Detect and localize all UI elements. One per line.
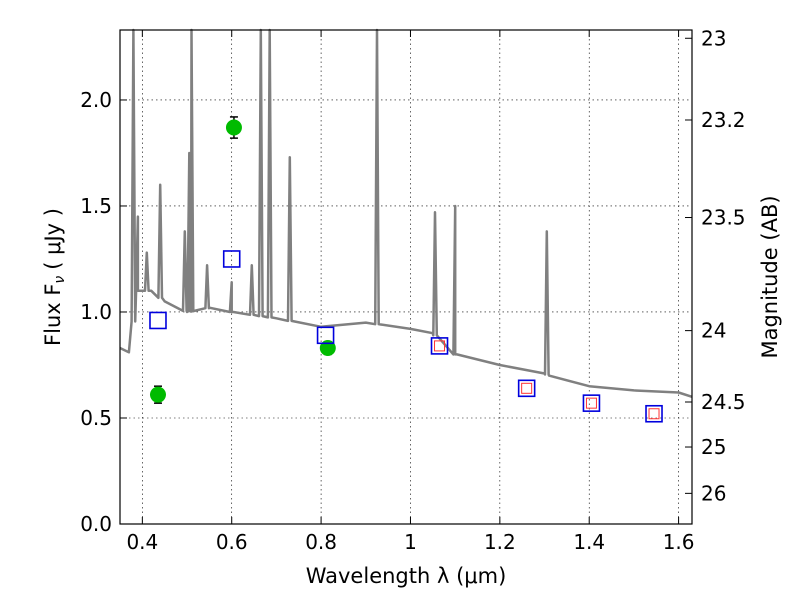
y2-axis-ticks: 23 23.2 23.5 24 24.5 25 26 xyxy=(685,26,746,505)
x-tick-label: 1 xyxy=(404,530,417,554)
model-photometry-square xyxy=(645,404,663,423)
y2-tick-label: 23.5 xyxy=(701,206,746,230)
y-axis-label: Flux Fν( μJy ) xyxy=(41,208,68,346)
model-photometry-inner-square xyxy=(648,408,660,420)
y2-tick-label: 23.2 xyxy=(701,108,746,132)
model-photometry-square xyxy=(430,337,449,355)
measured-point xyxy=(149,386,166,403)
x-axis-label: Wavelength λ (μm) xyxy=(306,564,507,588)
y-tick-label: 2.0 xyxy=(80,88,112,112)
x-tick-label: 0.8 xyxy=(305,530,337,554)
y2-tick-label: 26 xyxy=(701,481,726,505)
y2-tick-label: 24 xyxy=(701,319,726,343)
model-photometry-square xyxy=(222,250,241,268)
y2-tick-label: 25 xyxy=(701,435,726,459)
y-tick-label: 1.0 xyxy=(80,300,112,324)
spectrum-series xyxy=(119,28,693,398)
y2-tick-label: 24.5 xyxy=(701,390,746,414)
model-photometry-square xyxy=(316,326,335,345)
x-tick-label: 1.2 xyxy=(484,530,516,554)
x-tick-label: 1.4 xyxy=(573,530,605,554)
model-photometry-square xyxy=(582,394,601,412)
y-tick-label: 0.0 xyxy=(80,512,112,536)
x-axis-ticks: 0.4 0.6 0.8 1 1.2 1.4 1.6 xyxy=(126,30,695,554)
x-tick-label: 0.6 xyxy=(216,530,248,554)
y-axis-ticks: 0.0 0.5 1.0 1.5 2.0 xyxy=(80,88,127,536)
y-tick-label: 1.5 xyxy=(80,194,112,218)
plot-frame xyxy=(119,29,693,525)
model-photometry-square xyxy=(149,311,167,330)
model-spectrum-line xyxy=(119,28,693,398)
measured-point xyxy=(225,119,242,136)
x-tick-label: 0.4 xyxy=(126,530,158,554)
marker-layer xyxy=(149,116,663,423)
model-photometry-inner-square xyxy=(434,340,446,352)
y2-axis-label: Magnitude (AB) xyxy=(758,195,782,358)
y-axis-label-group: Flux Fν( μJy ) xyxy=(41,208,68,346)
model-photometry-square xyxy=(517,379,536,398)
x-tick-label: 1.6 xyxy=(663,530,695,554)
y2-tick-label: 23 xyxy=(701,26,726,50)
model-photometry-inner-square xyxy=(521,382,533,394)
y-tick-label: 0.5 xyxy=(80,406,112,430)
model-photometry-inner-square xyxy=(585,397,597,409)
